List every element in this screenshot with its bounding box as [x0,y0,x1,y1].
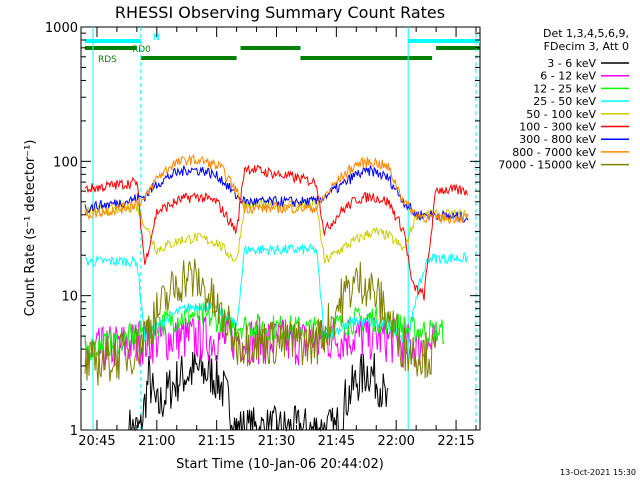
legend: Det 1,3,4,5,6,9,FDecim 3, Att 0 3 - 6 keV… [498,27,629,172]
x-tick-label: 20:45 [78,434,115,449]
series-line [84,153,469,225]
timestamp: 13-Oct-2021 15:30 [560,468,636,477]
legend-label: 800 - 7000 keV [512,146,596,159]
legend-label: 300 - 800 keV [519,133,596,146]
legend-label: 12 - 25 keV [533,82,596,95]
y-axis-label: Count Rate (s⁻¹ detector⁻¹) [23,140,38,317]
y-tick-label: 10 [61,290,78,305]
flag-bar-label: RDS [98,55,117,65]
x-tick-label: 21:00 [138,434,175,449]
y-tick-label: 100 [53,155,78,170]
x-tick-label: 21:30 [258,434,295,449]
legend-label: 7000 - 15000 keV [498,159,596,172]
legend-header-line: Det 1,3,4,5,6,9, [543,27,629,40]
chart-title: RHESSI Observing Summary Count Rates [115,3,445,22]
y-tick-label: 1000 [45,21,78,36]
flag-bar-label: RD0 [132,45,151,55]
legend-header-line: FDecim 3, Att 0 [544,40,629,53]
legend-label: 50 - 100 keV [526,108,596,121]
x-tick-label: 22:00 [377,434,414,449]
series-line [84,258,437,386]
flag-bar-label: N [153,33,160,43]
legend-label: 3 - 6 keV [547,57,596,70]
x-tick-label: 22:15 [437,434,474,449]
x-tick-label: 21:45 [318,434,355,449]
series-line [84,164,469,224]
y-tick-label: 1 [70,424,78,439]
series-line [128,349,389,432]
legend-label: 6 - 12 keV [540,70,596,83]
x-axis-label: Start Time (10-Jan-06 20:44:02) [176,457,384,472]
series-line [84,164,469,301]
axes: 20:45 21:00 21:15 21:30 21:45 22:00 22:15 1 10 10… [45,21,480,449]
series-line [84,198,469,264]
x-tick-label: 21:15 [198,434,235,449]
data-series [84,153,469,432]
legend-label: 25 - 50 keV [533,95,596,108]
plot-frame [80,26,481,431]
legend-label: 100 - 300 keV [519,121,596,134]
attenuator-markers [92,27,477,430]
